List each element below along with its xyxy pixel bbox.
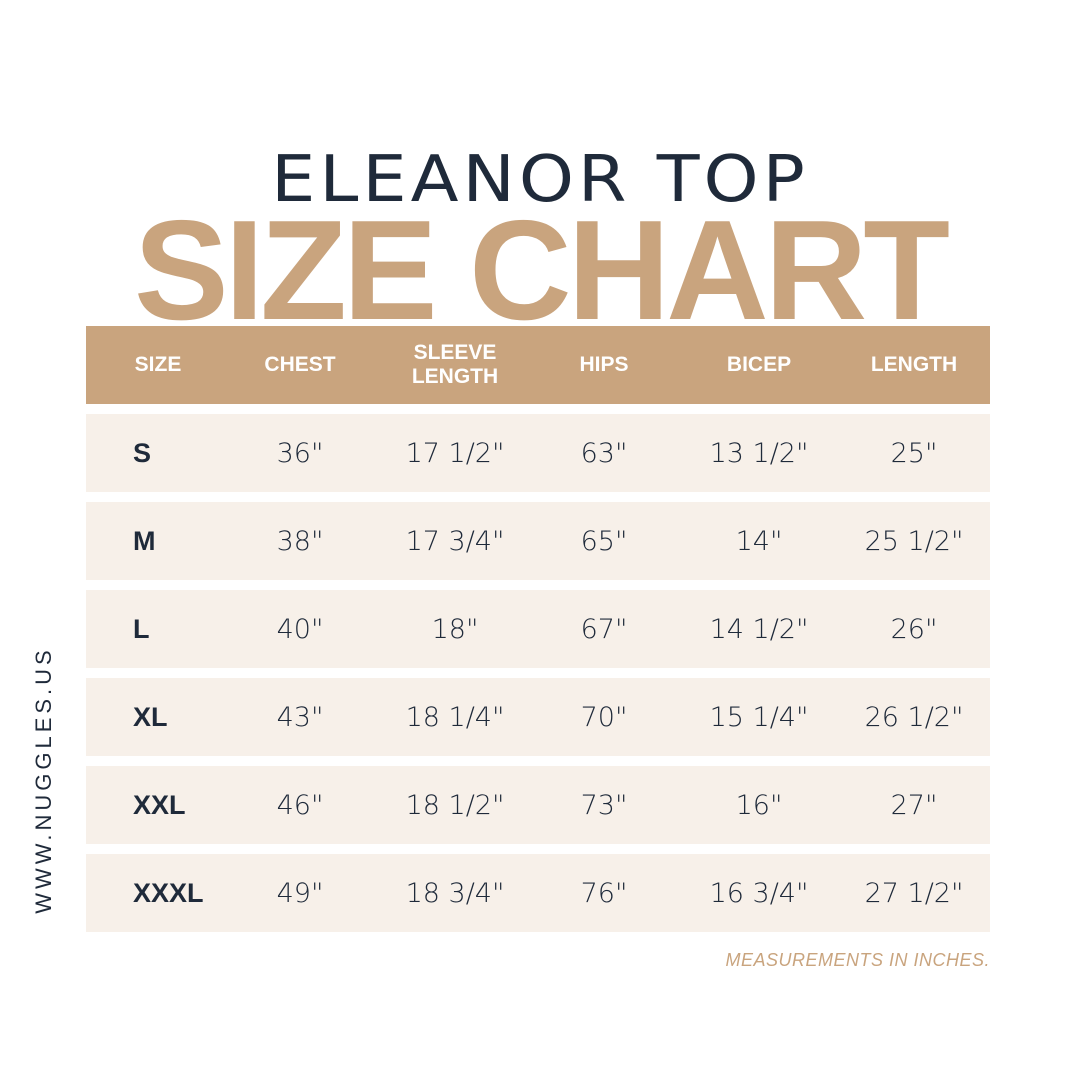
measurement-cell: 18 1/2"	[405, 789, 505, 821]
size-cell: L	[133, 613, 150, 644]
measurement-cell: 18 3/4"	[405, 877, 505, 909]
measurement-cell: 49"	[276, 877, 324, 909]
measurement-cell: 18 1/4"	[405, 701, 505, 733]
measurement-cell: 25"	[890, 437, 938, 469]
measurement-cell: 18"	[431, 613, 479, 645]
table-row: XXL 46" 18 1/2" 73" 16" 27"	[86, 766, 990, 844]
subtitle: SIZE CHART	[134, 196, 950, 326]
measurement-cell: 76"	[580, 877, 628, 909]
title: ELEANOR TOP	[271, 141, 809, 217]
measurement-cell: 17 3/4"	[405, 525, 505, 557]
measurement-cell: 16 3/4"	[709, 877, 809, 909]
size-cell: XXXL	[133, 877, 204, 908]
measurement-cell: 25 1/2"	[864, 525, 964, 557]
size-cell: XL	[133, 701, 168, 732]
size-cell: XXL	[133, 789, 186, 820]
measurement-cell: 65"	[580, 525, 628, 557]
measurement-cell: 46"	[276, 789, 324, 821]
measurement-cell: 14 1/2"	[709, 613, 809, 645]
table-row: L 40" 18" 67" 14 1/2" 26"	[86, 590, 990, 668]
footnote: MEASUREMENTS IN INCHES.	[725, 950, 990, 970]
measurement-cell: 27 1/2"	[864, 877, 964, 909]
column-header: HIPS	[579, 353, 629, 376]
measurement-cell: 38"	[276, 525, 324, 557]
measurement-cell: 26"	[890, 613, 938, 645]
column-header: SLEEVE LENGTH	[411, 341, 499, 388]
column-header: BICEP	[726, 353, 792, 376]
measurement-cell: 14"	[735, 525, 783, 557]
measurement-cell: 15 1/4"	[709, 701, 809, 733]
measurement-cell: 26 1/2"	[864, 701, 964, 733]
column-header: SIZE	[134, 353, 182, 376]
measurement-cell: 63"	[580, 437, 628, 469]
measurement-cell: 27"	[890, 789, 938, 821]
column-header: LENGTH	[870, 353, 958, 376]
table-row: XXXL 49" 18 3/4" 76" 16 3/4" 27 1/2"	[86, 854, 990, 932]
measurement-cell: 36"	[276, 437, 324, 469]
measurement-cell: 70"	[580, 701, 628, 733]
measurement-cell: 16"	[735, 789, 783, 821]
table-row: S 36" 17 1/2" 63" 13 1/2" 25"	[86, 414, 990, 492]
website: WWW.NUGGLES.US	[31, 646, 56, 914]
measurement-cell: 73"	[580, 789, 628, 821]
column-header: CHEST	[264, 353, 336, 376]
measurement-cell: 17 1/2"	[405, 437, 505, 469]
size-cell: S	[133, 437, 152, 468]
size-cell: M	[133, 525, 156, 556]
measurement-cell: 67"	[580, 613, 628, 645]
measurement-cell: 43"	[276, 701, 324, 733]
measurement-cell: 40"	[276, 613, 324, 645]
measurement-cell: 13 1/2"	[709, 437, 809, 469]
table-row: XL 43" 18 1/4" 70" 15 1/4" 26 1/2"	[86, 678, 990, 756]
table-header: SIZE CHEST SLEEVE LENGTH HIPS BICEP LENGTH	[86, 326, 990, 404]
table-row: M 38" 17 3/4" 65" 14" 25 1/2"	[86, 502, 990, 580]
